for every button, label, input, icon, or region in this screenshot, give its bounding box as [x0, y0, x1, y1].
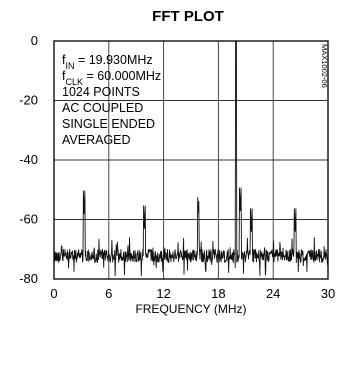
fft-spectrum-trace — [53, 40, 329, 277]
plot-frame — [53, 40, 329, 280]
x-axis-label: FREQUENCY (MHz) — [135, 302, 246, 316]
x-tick-label: 24 — [266, 286, 280, 301]
annotation-fin: fIN = 19.930MHz — [62, 53, 153, 71]
y-tick-label: 0 — [31, 33, 38, 48]
annotation-fclk: fCLK = 60.000MHz — [62, 69, 161, 87]
chart-title: FFT PLOT — [152, 8, 224, 25]
annotation-points: 1024 POINTS — [62, 85, 140, 99]
annotation-block: fIN = 19.930MHz fCLK = 60.000MHz 1024 PO… — [62, 53, 161, 147]
y-tick-label: -20 — [19, 93, 38, 108]
annotation-input-mode: SINGLE ENDED — [62, 117, 155, 131]
x-tick-label: 18 — [211, 286, 225, 301]
x-tick-label: 30 — [321, 286, 335, 301]
annotation-coupling: AC COUPLED — [62, 101, 143, 115]
y-tick-label: -80 — [19, 271, 38, 286]
annotation-averaged: AVERAGED — [62, 133, 131, 147]
y-tick-label: -60 — [19, 212, 38, 227]
x-axis-tick-labels: 0 6 12 18 24 30 — [50, 286, 335, 301]
y-axis-tick-labels: 0 -20 -40 -60 -80 — [19, 33, 38, 286]
x-tick-label: 0 — [50, 286, 57, 301]
figure-id-label: MAX1002-06 — [320, 44, 329, 88]
x-tick-label: 6 — [105, 286, 112, 301]
gridlines — [54, 41, 328, 279]
y-tick-label: -40 — [19, 152, 38, 167]
x-tick-label: 12 — [156, 286, 170, 301]
